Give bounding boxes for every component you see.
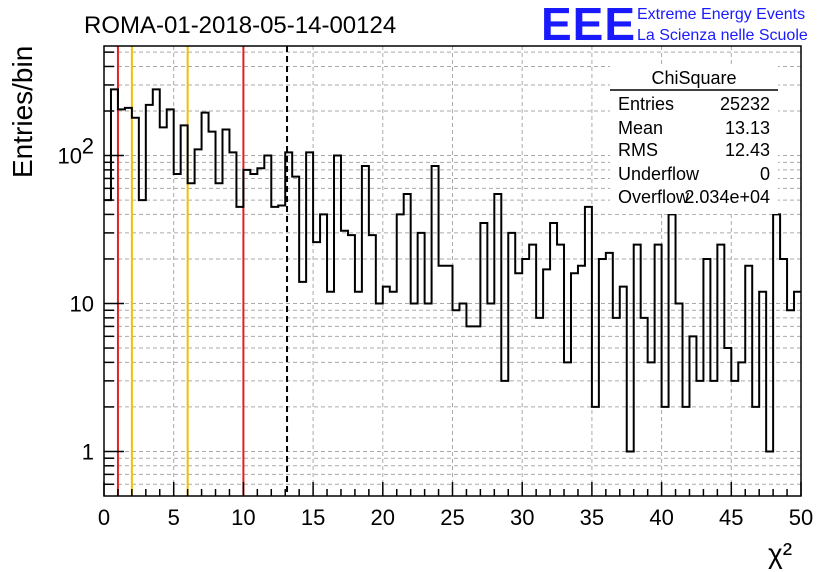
stat-label-overflow: Overflow [618,187,690,207]
stat-label-entries: Entries [618,94,674,114]
y-tick-label-exponent: 2 [82,134,94,159]
x-tick-label: 35 [580,505,604,530]
x-tick-label: 25 [440,505,464,530]
x-tick-label: 30 [510,505,534,530]
x-tick-label: 0 [98,505,110,530]
x-tick-label: 10 [231,505,255,530]
stat-label-underflow: Underflow [618,164,700,184]
x-axis-label: χ² [768,538,792,569]
stat-label-rms: RMS [618,140,658,160]
stats-box-title: ChiSquare [651,68,736,88]
stat-value-rms: 12.43 [725,140,770,160]
x-tick-label: 40 [649,505,673,530]
x-tick-label: 45 [719,505,743,530]
x-tick-label: 15 [301,505,325,530]
y-axis-label: Entries/bin [7,46,38,178]
stat-value-entries: 25232 [720,94,770,114]
logo-line-2: La Scienza nelle Scuole [637,27,808,44]
chart-title: ROMA-01-2018-05-14-00124 [84,12,396,39]
stat-value-mean: 13.13 [725,118,770,138]
logo-mark: EEE [541,0,636,50]
x-tick-label: 5 [168,505,180,530]
stat-value-underflow: 0 [760,164,770,184]
histogram-series [104,88,801,453]
reference-lines [116,46,289,496]
y-tick-label: 10 [70,292,94,317]
eee-logo: EEE Extreme Energy Events La Scienza nel… [541,0,808,50]
logo-line-1: Extreme Energy Events [637,6,805,23]
y-tick-label: 10 [58,144,82,169]
x-tick-label: 20 [371,505,395,530]
x-tick-label: 50 [789,505,813,530]
stats-box: ChiSquare Entries 25232 Mean 13.13 RMS 1… [610,66,778,214]
stat-label-mean: Mean [618,118,663,138]
y-tick-label: 1 [82,439,94,464]
stat-value-overflow: 2.034e+04 [684,187,770,207]
